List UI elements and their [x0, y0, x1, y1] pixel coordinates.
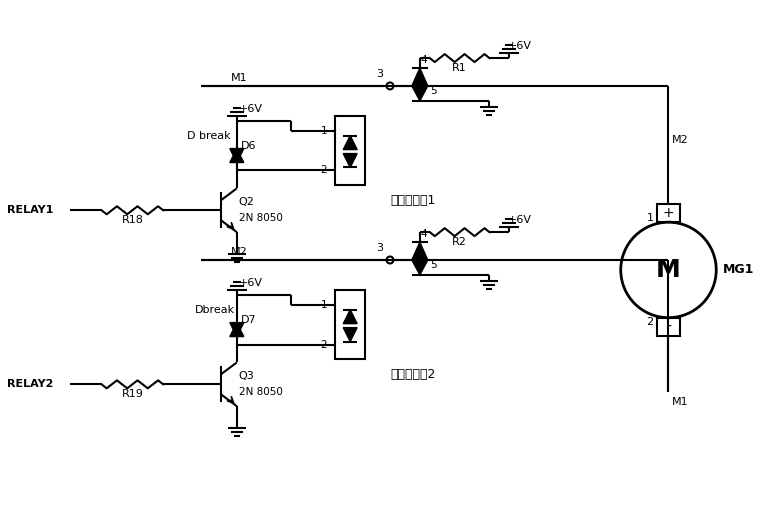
Text: -: -	[666, 320, 671, 334]
Text: D break: D break	[187, 131, 231, 141]
Polygon shape	[343, 135, 357, 149]
Text: 固态继电器1: 固态继电器1	[390, 194, 436, 207]
Text: +6V: +6V	[239, 104, 263, 114]
Text: M2: M2	[671, 134, 688, 145]
Polygon shape	[343, 310, 357, 324]
Bar	[336, 290, 365, 360]
Bar	[656, 204, 680, 222]
Text: D7: D7	[241, 315, 257, 325]
Text: 3: 3	[377, 243, 384, 253]
Polygon shape	[230, 323, 244, 337]
Text: 5: 5	[430, 86, 436, 96]
Polygon shape	[412, 242, 428, 260]
Text: Q2: Q2	[239, 197, 255, 207]
Text: 1: 1	[321, 126, 327, 135]
Text: R18: R18	[122, 215, 143, 225]
Text: 2N 8050: 2N 8050	[239, 387, 283, 397]
Polygon shape	[343, 327, 357, 342]
Text: 4: 4	[421, 55, 427, 65]
Text: M1: M1	[671, 397, 688, 407]
Polygon shape	[343, 154, 357, 168]
Text: M: M	[656, 258, 681, 282]
Text: 固态继电器2: 固态继电器2	[390, 368, 436, 381]
Polygon shape	[230, 148, 244, 162]
Text: R2: R2	[452, 237, 467, 247]
Text: +6V: +6V	[508, 215, 532, 225]
Text: 2N 8050: 2N 8050	[239, 213, 283, 223]
Text: +6V: +6V	[239, 278, 263, 288]
Text: M2: M2	[231, 247, 247, 257]
Text: RELAY1: RELAY1	[7, 206, 53, 215]
Polygon shape	[230, 323, 244, 337]
Text: +6V: +6V	[508, 41, 532, 51]
Text: D6: D6	[241, 141, 257, 151]
Text: 3: 3	[377, 69, 384, 79]
Text: M1: M1	[231, 73, 247, 83]
Polygon shape	[230, 148, 244, 162]
Bar	[656, 318, 680, 336]
Text: 5: 5	[430, 260, 436, 270]
Polygon shape	[412, 260, 428, 275]
Text: 2: 2	[321, 166, 327, 175]
Text: Dbreak: Dbreak	[195, 305, 235, 315]
Polygon shape	[412, 86, 428, 101]
Text: RELAY2: RELAY2	[7, 379, 53, 389]
Text: 4: 4	[421, 229, 427, 239]
Text: 1: 1	[646, 213, 653, 223]
Bar	[336, 116, 365, 185]
Text: Q3: Q3	[239, 372, 254, 381]
Text: 2: 2	[321, 339, 327, 349]
Polygon shape	[412, 68, 428, 86]
Text: R19: R19	[122, 389, 143, 399]
Text: MG1: MG1	[723, 264, 755, 277]
Text: R1: R1	[453, 63, 467, 73]
Text: 2: 2	[646, 317, 653, 326]
Text: 1: 1	[321, 300, 327, 310]
Text: +: +	[663, 206, 674, 220]
